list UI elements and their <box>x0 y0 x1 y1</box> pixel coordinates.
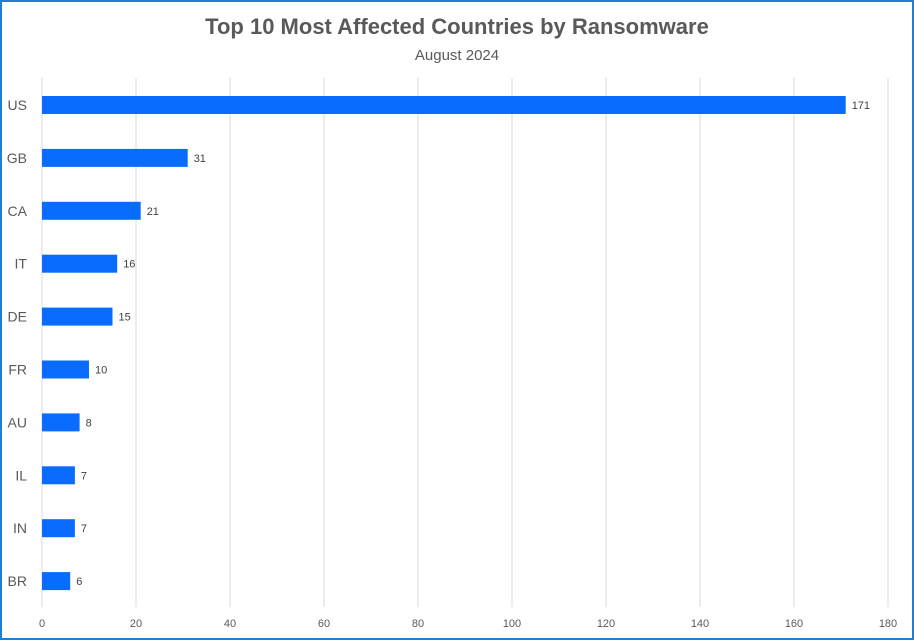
category-label: IT <box>15 256 28 272</box>
bar-ca <box>42 201 141 220</box>
data-label: 10 <box>95 365 107 377</box>
x-tick-label: 100 <box>503 618 521 630</box>
bar-il <box>42 466 75 485</box>
data-label: 21 <box>147 206 159 218</box>
category-label: IL <box>15 467 27 483</box>
category-label: US <box>8 97 27 113</box>
data-label: 171 <box>852 100 870 112</box>
data-label: 7 <box>81 470 87 482</box>
x-axis-ticks: 0 20 40 60 80 100 120 140 160 180 <box>39 618 897 630</box>
bar-fr <box>42 360 89 379</box>
bar-gb <box>42 148 188 167</box>
data-label: 8 <box>86 417 92 429</box>
bars <box>42 96 846 591</box>
chart-title: Top 10 Most Affected Countries by Ransom… <box>205 14 709 39</box>
x-tick-label: 120 <box>597 618 615 630</box>
bar-de <box>42 307 113 326</box>
data-labels: 171 31 21 16 15 10 8 7 7 6 <box>76 100 870 588</box>
category-label: FR <box>8 362 27 378</box>
category-label: AU <box>8 414 27 430</box>
x-tick-label: 40 <box>224 618 236 630</box>
category-label: CA <box>8 203 28 219</box>
data-label: 6 <box>76 576 82 588</box>
data-label: 15 <box>119 312 131 324</box>
data-label: 16 <box>123 259 135 271</box>
chart-subtitle: August 2024 <box>414 47 500 64</box>
x-tick-label: 180 <box>879 618 897 630</box>
bar-us <box>42 96 846 114</box>
category-label: BR <box>8 573 27 589</box>
bar-au <box>42 413 80 432</box>
x-tick-label: 160 <box>785 618 803 630</box>
data-label: 31 <box>194 153 206 165</box>
bar-it <box>42 254 118 273</box>
bar-in <box>42 519 75 538</box>
x-tick-label: 0 <box>39 618 45 630</box>
x-tick-label: 60 <box>318 618 330 630</box>
x-tick-label: 140 <box>691 618 709 630</box>
x-tick-label: 80 <box>412 618 424 630</box>
data-label: 7 <box>81 523 87 535</box>
category-labels: US GB CA IT DE FR AU IL IN BR <box>7 97 28 589</box>
x-tick-label: 20 <box>130 618 142 630</box>
bar-br <box>42 572 71 591</box>
category-label: DE <box>8 309 27 325</box>
category-label: GB <box>7 150 27 166</box>
category-label: IN <box>13 520 27 536</box>
